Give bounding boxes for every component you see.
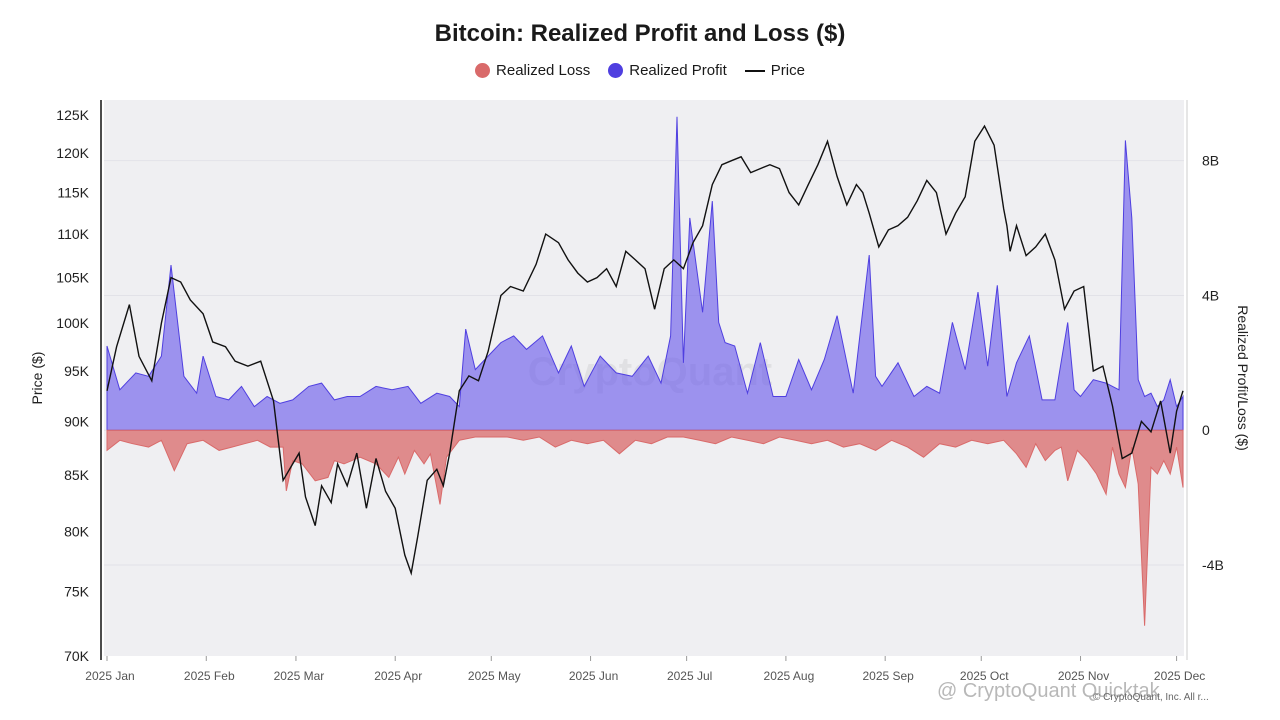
realized-profit-area bbox=[106, 116, 1184, 431]
x-tick-label: 2025 Jul bbox=[667, 669, 712, 683]
legend-item-realized-profit[interactable]: Realized Profit bbox=[608, 62, 727, 79]
x-tick-label: 2025 Sep bbox=[862, 669, 914, 683]
left-tick-label: 115K bbox=[57, 185, 89, 201]
left-tick-label: 125K bbox=[56, 107, 89, 123]
left-axis-label: Price ($) bbox=[29, 352, 45, 405]
corner-watermark: @ CryptoQuant Quicktak bbox=[937, 680, 1160, 702]
legend-item-price[interactable]: Price bbox=[744, 62, 805, 79]
x-tick-label: 2025 Feb bbox=[184, 669, 235, 683]
chart-title: Bitcoin: Realized Profit and Loss ($) bbox=[434, 20, 846, 47]
legend-label-realized-profit: Realized Profit bbox=[629, 62, 727, 79]
x-tick-label: 2025 Jun bbox=[569, 669, 618, 683]
x-tick-label: 2025 Mar bbox=[274, 669, 325, 683]
right-tick-label: 4B bbox=[1202, 287, 1219, 303]
legend-swatch-realized-profit bbox=[608, 63, 624, 78]
left-axis-ticks: 70K 75K 80K 85K 90K 95K 100K 105K 110K 115K 120K 12… bbox=[56, 107, 89, 664]
price-series bbox=[106, 124, 1184, 576]
x-tick-label: 2025 Oct bbox=[960, 669, 1009, 683]
right-axis-ticks: -4B 0 4B 8B bbox=[1202, 153, 1224, 573]
x-tick-label: 2025 Dec bbox=[1154, 669, 1205, 683]
legend-swatch-price bbox=[744, 69, 765, 72]
left-tick-label: 110K bbox=[57, 226, 89, 242]
left-tick-label: 105K bbox=[56, 270, 89, 286]
right-tick-label: -4B bbox=[1202, 557, 1224, 573]
x-tick-label: 2025 Apr bbox=[374, 669, 422, 683]
x-axis-ticks: 2025 Jan 2025 Feb 2025 Mar 2025 Apr 2025 May… bbox=[85, 656, 1205, 683]
x-tick-label: 2025 Jan bbox=[85, 669, 134, 683]
x-tick-label: 2025 Nov bbox=[1058, 669, 1109, 683]
legend-swatch-realized-loss bbox=[475, 63, 491, 78]
right-axis-label: Realized Profit/Loss ($) bbox=[1235, 305, 1251, 451]
right-tick-label: 0 bbox=[1202, 422, 1210, 438]
attribution: © CryptoQuant, Inc. All r... bbox=[1093, 692, 1209, 703]
left-tick-label: 120K bbox=[56, 145, 89, 161]
right-tick-label: 8B bbox=[1202, 153, 1219, 169]
legend-item-realized-loss[interactable]: Realized Loss bbox=[475, 62, 590, 79]
profit-loss-areas bbox=[106, 116, 1184, 626]
left-tick-label: 75K bbox=[64, 584, 90, 600]
left-tick-label: 95K bbox=[64, 363, 90, 379]
realized-loss-area bbox=[106, 429, 1184, 626]
price-line bbox=[106, 124, 1184, 576]
left-tick-label: 90K bbox=[64, 413, 90, 429]
left-tick-label: 100K bbox=[56, 315, 89, 331]
x-tick-label: 2025 May bbox=[468, 669, 521, 683]
legend-label-realized-loss: Realized Loss bbox=[496, 62, 591, 79]
left-tick-label: 80K bbox=[64, 523, 90, 539]
legend-label-price: Price bbox=[770, 62, 805, 79]
left-tick-label: 70K bbox=[64, 648, 90, 664]
x-tick-label: 2025 Aug bbox=[764, 669, 815, 683]
left-tick-label: 85K bbox=[64, 467, 90, 483]
chart-legend: Realized Loss Realized Profit Price bbox=[0, 62, 1280, 79]
